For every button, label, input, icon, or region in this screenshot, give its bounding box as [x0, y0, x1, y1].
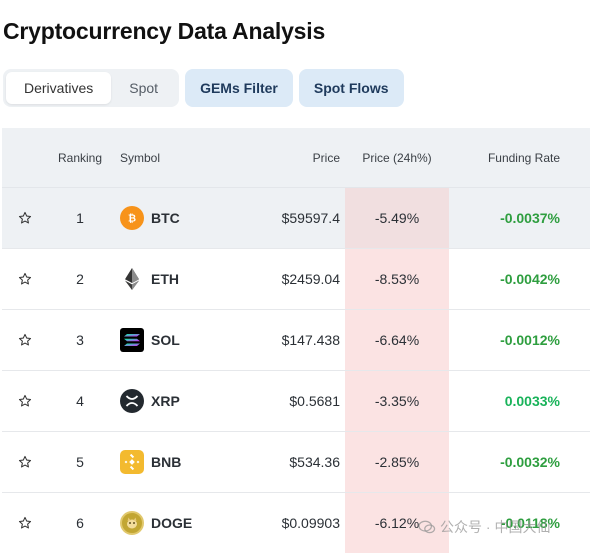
price-cell: $59597.4: [281, 210, 340, 226]
symbol-cell[interactable]: ETH: [151, 271, 179, 287]
toolbar: Derivatives Spot GEMs Filter Spot Flows: [3, 69, 404, 107]
funding-header[interactable]: Funding Rate: [487, 150, 560, 165]
svg-text:₿: ₿: [128, 214, 136, 225]
funding-cell: 0.0033%: [504, 393, 560, 409]
funding-cell: -0.0042%: [500, 271, 560, 287]
tab-derivatives[interactable]: Derivatives: [6, 72, 112, 104]
page-title: Cryptocurrency Data Analysis: [3, 18, 326, 44]
change-cell: -5.49%: [345, 188, 449, 248]
funding-cell: -0.0032%: [500, 454, 560, 470]
gems-filter-button[interactable]: GEMs Filter: [185, 69, 293, 107]
table-row[interactable]: 4 XRP $0.5681 -3.35% 0.0033%: [2, 371, 590, 432]
change-cell: -2.85%: [345, 432, 449, 492]
price-cell: $0.5681: [289, 393, 340, 409]
btc-icon: ₿: [120, 206, 144, 230]
star-icon[interactable]: [18, 394, 32, 408]
eth-icon: [120, 267, 144, 291]
price-header[interactable]: Price: [312, 150, 340, 165]
watermark: 公众号 · 中国大仙: [418, 517, 550, 537]
star-icon[interactable]: [18, 211, 32, 225]
doge-icon: [120, 511, 144, 535]
star-icon[interactable]: [18, 516, 32, 530]
ranking-header[interactable]: Ranking: [57, 150, 103, 165]
rank-cell: 1: [76, 210, 84, 226]
rank-cell: 3: [76, 332, 84, 348]
symbol-cell[interactable]: XRP: [151, 393, 180, 409]
xrp-icon: [120, 389, 144, 413]
table-row[interactable]: 5 BNB $534.36 -2.85% -0.0032%: [2, 432, 590, 493]
rank-cell: 5: [76, 454, 84, 470]
spot-flows-button[interactable]: Spot Flows: [298, 69, 404, 107]
price-cell: $2459.04: [281, 271, 340, 287]
symbol-cell[interactable]: DOGE: [151, 515, 193, 531]
rank-cell: 6: [76, 515, 84, 531]
bnb-icon: [120, 450, 144, 474]
symbol-header[interactable]: Symbol: [120, 150, 161, 165]
price-cell: $534.36: [289, 454, 340, 470]
table-row[interactable]: 1 ₿ BTC $59597.4 -5.49% -0.0037%: [2, 188, 590, 249]
rank-cell: 4: [76, 393, 84, 409]
table-header: Ranking Symbol Price Price (24h%) Fundin…: [2, 128, 590, 188]
symbol-cell[interactable]: SOL: [151, 332, 180, 348]
table-row[interactable]: 2 ETH $2459.04 -8.53% -0.0042%: [2, 249, 590, 310]
crypto-table: Ranking Symbol Price Price (24h%) Fundin…: [2, 128, 590, 553]
funding-cell: -0.0012%: [500, 332, 560, 348]
market-type-segment: Derivatives Spot: [3, 69, 180, 107]
watermark-text: 公众号 · 中国大仙: [440, 519, 551, 535]
star-icon[interactable]: [18, 272, 32, 286]
sol-icon: [120, 328, 144, 352]
tab-spot[interactable]: Spot: [129, 80, 159, 96]
rank-cell: 2: [76, 271, 84, 287]
funding-cell: -0.0037%: [500, 210, 560, 226]
symbol-cell[interactable]: BTC: [151, 210, 180, 226]
chat-bubble-icon: [418, 520, 436, 534]
symbol-cell[interactable]: BNB: [151, 454, 182, 470]
change-cell: -6.64%: [345, 310, 449, 370]
star-icon[interactable]: [18, 333, 32, 347]
price-cell: $147.438: [281, 332, 340, 348]
table-row[interactable]: 6 DOGE $0.09903 -6.12% -0.0118%: [2, 493, 590, 553]
change-header[interactable]: Price (24h%): [345, 128, 449, 187]
price-cell: $0.09903: [281, 515, 340, 531]
star-icon[interactable]: [18, 455, 32, 469]
change-cell: -3.35%: [345, 371, 449, 431]
funding-cell: -0.0118%: [500, 515, 560, 531]
table-row[interactable]: 3 SOL $147.438 -6.64% -0.0012%: [2, 310, 590, 371]
change-cell: -6.12%: [345, 493, 449, 553]
change-cell: -8.53%: [345, 249, 449, 309]
